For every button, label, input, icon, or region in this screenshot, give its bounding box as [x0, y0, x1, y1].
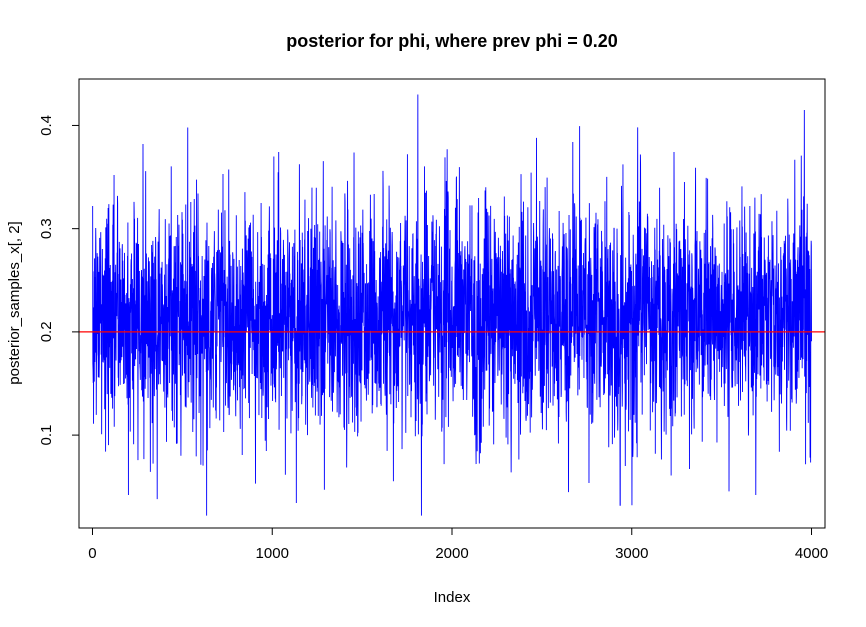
x-axis: 0 1000 2000 3000 4000 — [88, 527, 828, 562]
x-tick-label: 4000 — [795, 545, 828, 562]
x-tick-label: 2000 — [435, 545, 468, 562]
y-tick-label: 0.3 — [38, 218, 55, 239]
y-tick-label: 0.4 — [38, 115, 55, 136]
x-tick-label: 0 — [88, 545, 96, 562]
x-tick-label: 1000 — [256, 545, 289, 562]
x-tick-label: 3000 — [615, 545, 648, 562]
chart-title: posterior for phi, where prev phi = 0.20 — [286, 31, 618, 51]
y-axis-label: posterior_samples_x[, 2] — [6, 221, 23, 384]
x-axis-label: Index — [434, 589, 471, 606]
series-layer — [92, 94, 812, 516]
y-axis: 0.1 0.2 0.3 0.4 — [38, 115, 80, 446]
y-tick-label: 0.1 — [38, 425, 55, 446]
series-line-trace — [92, 94, 812, 516]
y-tick-label: 0.2 — [38, 321, 55, 342]
